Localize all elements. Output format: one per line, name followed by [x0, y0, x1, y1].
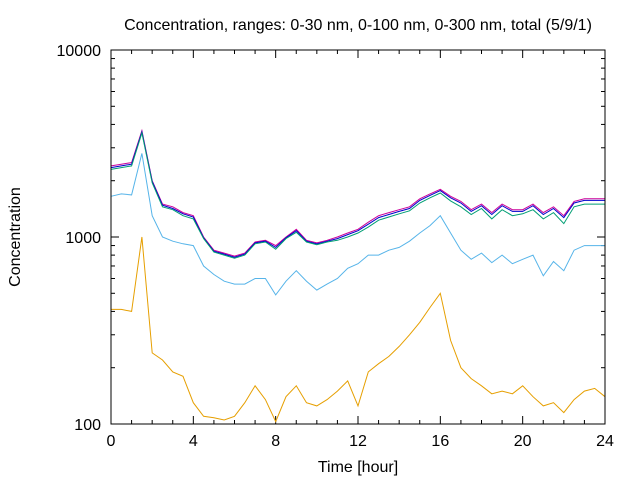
x-tick-label: 0	[107, 433, 116, 450]
y-tick-label: 10000	[57, 43, 102, 60]
x-tick-label: 24	[596, 433, 614, 450]
series-line-2	[110, 129, 605, 258]
series-line-4	[110, 153, 605, 296]
y-tick-label: 100	[74, 417, 101, 434]
x-tick-label: 8	[271, 433, 280, 450]
x-axis-label: Time [hour]	[318, 459, 398, 476]
chart-title: Concentration, ranges: 0-30 nm, 0-100 nm…	[124, 17, 592, 34]
x-tick-label: 20	[514, 433, 532, 450]
series-line-5	[111, 236, 606, 423]
x-tick-label: 4	[189, 433, 198, 450]
plot-frame	[110, 49, 606, 425]
x-tick-label: 12	[349, 433, 367, 450]
x-tick-label: 16	[431, 433, 449, 450]
y-tick-label: 1000	[65, 230, 101, 247]
series-line-1	[110, 128, 605, 257]
series-line-3	[110, 131, 605, 259]
y-axis-label: Concentration	[7, 187, 24, 287]
series-lines	[110, 128, 606, 423]
